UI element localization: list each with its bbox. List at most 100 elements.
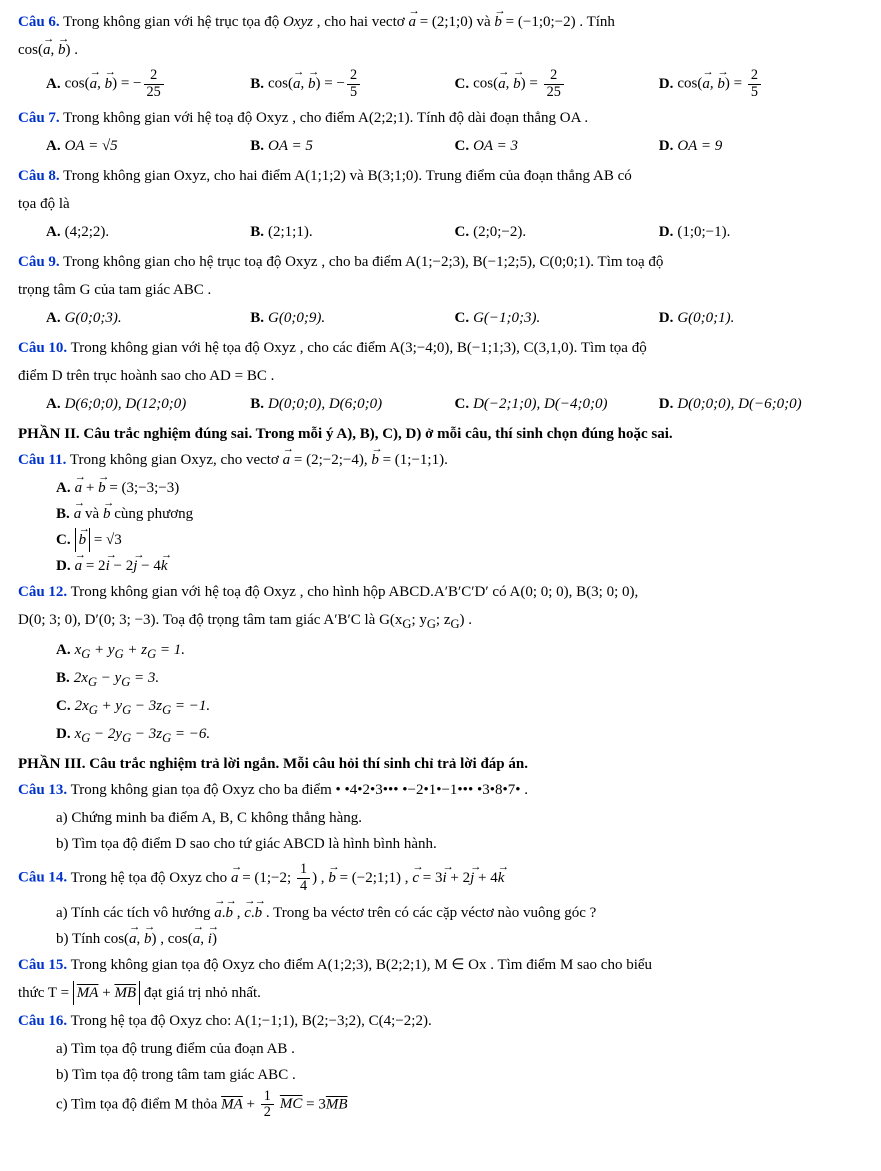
lbl: A. [46, 76, 61, 92]
stem: Trong hệ tọa độ Oxyz cho: A(1;−1;1), B(2… [71, 1013, 432, 1029]
lbl: C. [455, 224, 470, 240]
vec-i: i [106, 554, 110, 578]
question-15: Câu 15. Trong không gian tọa độ Oxyz cho… [18, 953, 863, 977]
v: G(0;0;3). [65, 310, 122, 326]
q11-c: C.b = √3 [56, 528, 863, 552]
frac: 12 [261, 1089, 274, 1121]
lbl: C. [56, 532, 71, 548]
frac: 25 [347, 68, 360, 100]
t: , [233, 905, 244, 921]
t: thức T = [18, 985, 73, 1001]
opt-c: C.D(−2;1;0), D(−4;0;0) [455, 392, 659, 416]
qnum: Câu 8. [18, 168, 60, 184]
t: , [710, 76, 718, 92]
k: k [498, 870, 505, 886]
q12-b: B.2xG − yG = 3. [56, 666, 863, 692]
question-16: Câu 16. Trong hệ tọa độ Oxyz cho: A(1;−1… [18, 1009, 863, 1033]
t: + [98, 985, 114, 1001]
qnum: Câu 13. [18, 782, 67, 798]
t: ) = − [316, 76, 345, 92]
i: i [208, 931, 212, 947]
frac: 225 [144, 68, 164, 100]
v: G(0;0;9). [268, 310, 325, 326]
lbl: C. [56, 698, 71, 714]
v: (1;0;−1). [677, 224, 730, 240]
a: a [193, 931, 201, 947]
q13-b: b) Tìm tọa độ điểm D sao cho tứ giác ABC… [56, 832, 863, 856]
question-10: Câu 10. Trong không gian với hệ tọa độ O… [18, 336, 863, 360]
n: 2 [748, 68, 761, 85]
stem: Trong không gian với hệ tọa độ Oxyz , ch… [71, 340, 647, 356]
vec-b: b [226, 901, 234, 925]
lbl: A. [46, 396, 61, 412]
t: − y [97, 670, 121, 686]
a: a [498, 76, 506, 92]
opt-a: A.cos(a, b) = −225 [46, 68, 250, 100]
lbl: C. [455, 138, 470, 154]
d: 25 [544, 85, 564, 101]
s: G [115, 647, 124, 661]
lbl: B. [56, 506, 70, 522]
mc: MC [280, 1096, 303, 1112]
b: b [58, 42, 66, 58]
d: 2 [261, 1105, 274, 1121]
question-9b: trọng tâm G của tam giác ABC . [18, 278, 863, 302]
vec-k: k [161, 554, 168, 578]
lbl: B. [250, 396, 264, 412]
lbl: A. [46, 138, 61, 154]
lbl: D. [659, 224, 674, 240]
frac: 225 [544, 68, 564, 100]
t: = (2;−2;−4), [290, 452, 371, 468]
opt-d: D.(1;0;−1). [659, 220, 863, 244]
vec-k: k [498, 866, 505, 890]
a: a [90, 76, 98, 92]
s: G [122, 703, 131, 717]
vec-b: b [513, 72, 521, 96]
q7-options: A.OA = √5 B.OA = 5 C.OA = 3 D.OA = 9 [46, 134, 863, 158]
a: a [283, 452, 291, 468]
b: b [513, 76, 521, 92]
s: G [122, 731, 131, 745]
ov-ma: MA [77, 985, 99, 1001]
opt-c: C.(2;0;−2). [455, 220, 659, 244]
opt-b: B.(2;1;1). [250, 220, 454, 244]
a: a [702, 76, 710, 92]
question-6: Câu 6. Trong không gian với hệ trục tọa … [18, 10, 863, 34]
opt-b: B.G(0;0;9). [250, 306, 454, 330]
vec-a: a [283, 448, 291, 472]
lbl: D. [659, 76, 674, 92]
lbl: A. [56, 480, 71, 496]
q16-a: a) Tìm tọa độ trung điểm của đoạn AB . [56, 1037, 863, 1061]
t: Trong không gian với hệ trục tọa độ [63, 14, 283, 30]
n: 2 [544, 68, 564, 85]
vec-a: a [75, 554, 83, 578]
vec-b: b [328, 866, 336, 890]
ma: MA [221, 1096, 243, 1112]
qnum: Câu 16. [18, 1013, 67, 1029]
t: = (−2;1;1) , [336, 870, 413, 886]
ov-mc: MC [280, 1096, 303, 1112]
q6-options: A.cos(a, b) = −225 B.cos(a, b) = −25 C.c… [46, 68, 863, 100]
vec-a: a [129, 927, 137, 951]
question-13: Câu 13. Trong không gian tọa độ Oxyz cho… [18, 778, 863, 802]
opt-d: D.OA = 9 [659, 134, 863, 158]
t: cos( [65, 76, 90, 92]
question-9: Câu 9. Trong không gian cho hệ trục toạ … [18, 250, 863, 274]
vec-b: b [494, 10, 502, 34]
q14-b: b) Tính cos(a, b) , cos(a, i) [56, 927, 863, 951]
vec-a: a [43, 38, 51, 62]
qnum: Câu 11. [18, 452, 66, 468]
i: i [442, 870, 446, 886]
t: 2x [75, 698, 89, 714]
lbl: B. [250, 310, 264, 326]
question-12: Câu 12. Trong không gian với hệ toạ độ O… [18, 580, 863, 604]
b: b [717, 76, 725, 92]
t: , cho hai vectơ [313, 14, 408, 30]
b: b [144, 931, 152, 947]
ov-ma: MA [221, 1096, 243, 1112]
lbl: B. [250, 138, 264, 154]
vec-a: a [408, 10, 416, 34]
t: , [137, 931, 145, 947]
q11-d: D.a = 2i − 2j − 4k [56, 554, 863, 578]
section-3-title: PHẦN III. Câu trắc nghiệm trả lời ngắn. … [18, 752, 863, 776]
